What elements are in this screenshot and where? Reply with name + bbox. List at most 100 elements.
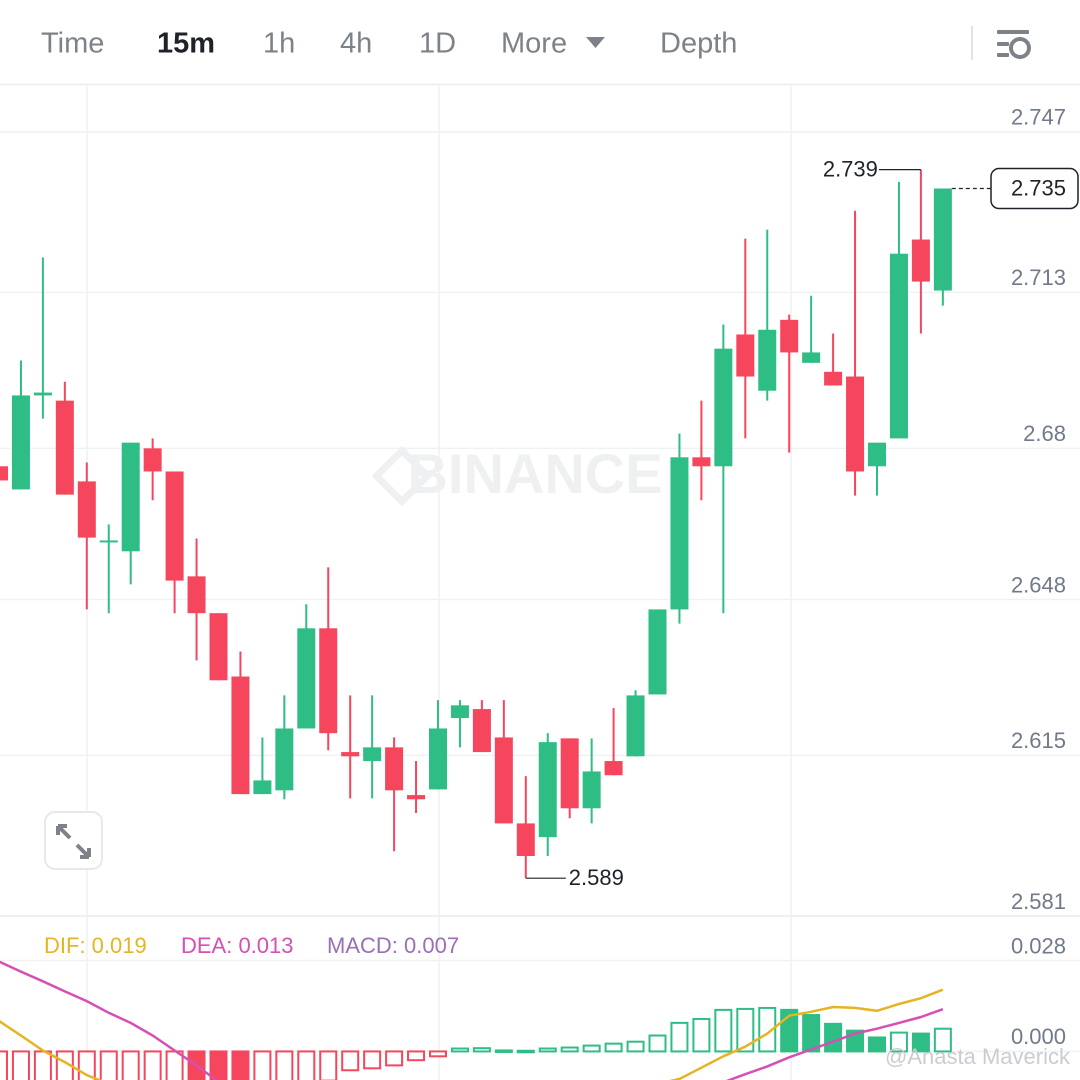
macd-bar [516,1049,535,1054]
candle-body [714,348,733,467]
candle-body [911,239,930,282]
candle-body [0,466,8,481]
macd-bar [363,1050,382,1070]
candle-body [648,609,667,695]
candle-body [143,448,162,472]
y-tick-label: 2.747 [1011,105,1066,130]
price-label: 2.735 [1011,175,1066,200]
settings-icon[interactable] [997,30,1031,59]
macd-bar [736,1007,755,1053]
tab[interactable]: 1D [419,28,456,60]
candle-body [407,795,426,800]
watermark-logo [371,445,433,507]
candle-body [55,400,74,495]
candle-body [429,728,447,790]
candle-body [736,334,755,377]
macd-bar [824,1022,843,1053]
candle-body [494,737,513,824]
credit: @Anasta Maverick [885,1044,1071,1069]
price-pane [0,169,952,879]
tab[interactable]: 1h [263,28,295,60]
candle-body [33,392,52,396]
macd-bar [538,1047,557,1053]
macd-bar [472,1047,491,1053]
candle-body [582,771,601,809]
macd-bar [121,1050,140,1080]
tab[interactable]: Time [41,28,104,60]
macd-bar [253,1050,272,1080]
macd-bar [889,1031,908,1053]
candle-body [319,628,338,734]
candle-body [538,742,557,838]
macd-legend: DIF: 0.019 [44,933,147,958]
candle-body [253,780,272,795]
price-box [990,167,1079,210]
candle-body [209,613,228,681]
candle-body [450,705,469,719]
tab[interactable]: Depth [660,28,737,60]
y-tick-label: 2.615 [1011,728,1066,753]
dropdown-arrow [586,37,605,48]
macd-bar [429,1050,447,1058]
macd-bar [319,1050,338,1080]
macd-bar [692,1017,711,1053]
macd-bar [407,1050,426,1062]
candle-body [275,728,294,791]
candle-body [363,747,382,762]
y-tick-label: 2.713 [1011,265,1066,290]
candle-body [472,709,491,753]
macd-bar [714,1008,733,1053]
candle-body [626,695,645,757]
candle-body [560,738,579,809]
macd-bar [911,1032,930,1053]
candle-body [77,481,96,538]
macd-bar [231,1050,250,1080]
macd-bar [802,1014,821,1053]
macd-bar [11,1050,30,1080]
grid [0,86,1080,1080]
macd-bar [385,1050,404,1067]
candle-body [11,395,30,490]
macd-bar [55,1050,74,1080]
candle-body [604,761,623,776]
candle-body [516,823,535,857]
candle-body [385,747,404,791]
macd-bar [758,1006,777,1053]
candle-body [780,319,799,353]
candle-body [889,253,908,439]
macd-pane [0,960,952,1080]
macd-bar [341,1050,360,1072]
macd-bar [33,1050,52,1080]
dif-line [0,988,944,1080]
candle-body [868,442,886,467]
tab[interactable]: 4h [340,28,372,60]
macd-bar [297,1050,316,1080]
tab[interactable]: More [501,28,567,60]
macd-bar [209,1050,228,1080]
y-tick-label: 0.028 [1011,933,1066,958]
macd-bar [626,1040,645,1053]
macd-bar [582,1044,601,1053]
macd-bar [494,1049,513,1053]
watermark: BINANCE [407,442,662,505]
macd-legend: DEA: 0.013 [181,933,294,958]
candle-body [341,752,360,757]
macd-bar [0,1050,8,1080]
expand-button[interactable] [44,811,103,870]
macd-bar [670,1021,689,1053]
dea-line [0,960,944,1080]
candle-body [670,457,689,610]
macd-bar [933,1027,952,1053]
macd-bar [604,1042,623,1053]
low-label: 2.589 [569,865,624,890]
candle-body [758,329,777,391]
y-tick-label: 2.581 [1011,889,1066,914]
y-tick-label: 0.000 [1011,1024,1066,1049]
candle-body [692,457,711,467]
candle-body [846,376,865,472]
candle-body [933,188,952,291]
y-tick-label: 2.648 [1011,572,1066,597]
tab[interactable]: 15m [157,28,215,60]
macd-bar [560,1046,579,1053]
